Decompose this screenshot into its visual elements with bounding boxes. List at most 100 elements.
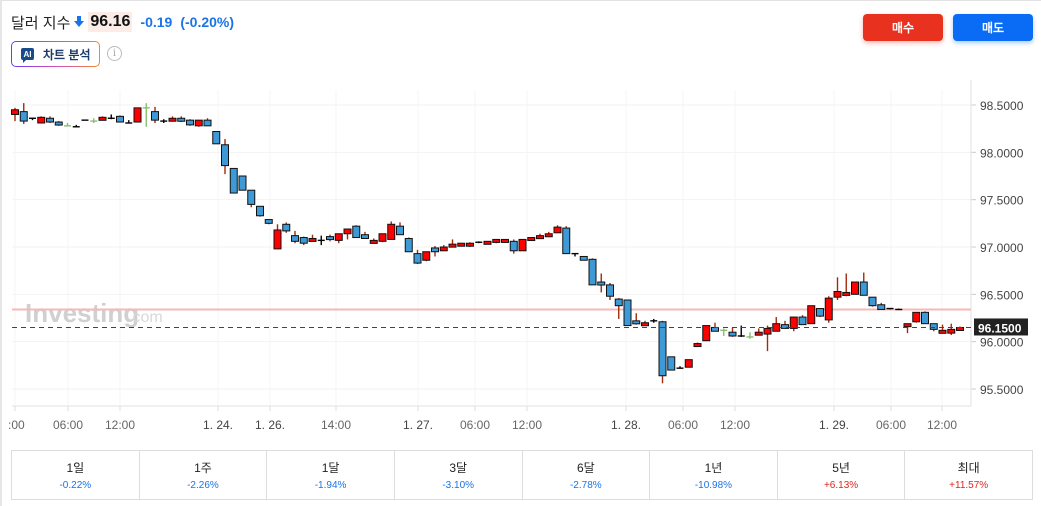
performance-period-3[interactable]: 3달 -3.10% (395, 451, 523, 499)
ai-chat-icon: AI (21, 48, 34, 63)
candle (912, 311, 921, 323)
x-axis-tick: 12:00 (105, 418, 135, 432)
candle (387, 221, 396, 240)
candle (378, 233, 387, 243)
candle (544, 231, 553, 238)
x-axis-tick: 12:00 (927, 418, 957, 432)
performance-period-6[interactable]: 5년 +6.13% (778, 451, 906, 499)
candle (54, 121, 63, 126)
candle (11, 107, 19, 122)
watermark-suffix: .com (128, 309, 163, 326)
candle (842, 273, 851, 297)
candle (562, 226, 571, 255)
info-icon[interactable]: i (107, 46, 122, 61)
candle (754, 328, 763, 336)
instrument-title: 달러 지수 (11, 14, 71, 32)
candle (177, 116, 186, 123)
performance-period-7[interactable]: 최대 +11.57% (905, 451, 1032, 499)
y-axis-tick: 97.0000 (980, 241, 1024, 255)
x-axis-tick: :00 (8, 418, 25, 432)
candle (238, 175, 247, 191)
candle (720, 328, 728, 336)
performance-period-0[interactable]: 1일 -0.22% (12, 451, 140, 499)
candle (921, 311, 929, 325)
performance-period-1[interactable]: 1주 -2.26% (140, 451, 268, 499)
candle (247, 189, 256, 208)
candle (702, 325, 711, 342)
candle (816, 308, 824, 318)
candle (641, 320, 649, 327)
buy-button[interactable]: 매수 (863, 14, 943, 41)
candle (457, 242, 466, 247)
x-axis-tick: 06:00 (53, 418, 83, 432)
candle (824, 296, 833, 323)
y-axis-tick: 96.5000 (980, 288, 1024, 302)
x-axis-tick: 1. 26. (255, 418, 285, 432)
y-axis-tick: 95.5000 (980, 383, 1024, 397)
ai-chart-analysis-button[interactable]: AI 차트 분석 (11, 41, 100, 67)
y-axis-tick: 97.5000 (980, 194, 1024, 208)
period-change: -2.26% (187, 480, 219, 491)
candle (98, 116, 107, 121)
y-axis-tick: 98.0000 (980, 146, 1024, 160)
period-change: -1.94% (314, 480, 347, 491)
performance-period-5[interactable]: 1년 -10.98% (650, 451, 778, 499)
candle (553, 225, 562, 234)
sell-button[interactable]: 매도 (953, 14, 1033, 41)
candle (431, 246, 439, 257)
chart-canvas[interactable]: 98.5000 98.0000 97.5000 97.0000 96.5000 96.00… (0, 80, 1041, 440)
performance-period-4[interactable]: 6달 -2.78% (523, 451, 651, 499)
candle (623, 299, 632, 327)
period-change: +11.57% (949, 480, 989, 491)
x-axis-tick: 06:00 (876, 418, 906, 432)
candle (895, 308, 903, 311)
candle (72, 124, 80, 128)
candle (475, 241, 483, 244)
candlestick-chart[interactable]: 98.5000 98.0000 97.5000 97.0000 96.5000 96.00… (0, 80, 1041, 440)
candle (439, 245, 448, 252)
candle (588, 258, 597, 286)
candle (273, 224, 282, 250)
candle (19, 103, 28, 124)
candle (509, 239, 518, 254)
candle (693, 342, 702, 348)
candle (483, 240, 492, 245)
candle (527, 237, 536, 242)
x-axis-tick: 12:00 (512, 418, 542, 432)
candle (37, 116, 46, 124)
candle (676, 366, 684, 369)
period-change: -2.78% (569, 480, 602, 491)
candle (396, 222, 404, 236)
candle (763, 325, 772, 352)
x-axis-tick: 1. 24. (203, 418, 233, 432)
period-label: 최대 (957, 461, 980, 475)
candle (256, 205, 264, 217)
ai-chart-analysis-label: 차트 분석 (43, 47, 91, 62)
candle (168, 116, 177, 122)
candle (64, 122, 71, 127)
candle (772, 317, 781, 332)
candle (658, 320, 667, 384)
period-label: 3달 (449, 461, 468, 475)
instrument-header: 달러 지수 96.16 -0.19 (-0.20%) (11, 11, 234, 33)
candle (728, 327, 737, 337)
candle (851, 281, 859, 295)
period-label: 1년 (704, 461, 723, 475)
candle (133, 107, 142, 123)
period-label: 1달 (321, 461, 340, 475)
x-axis-tick: 1. 29. (819, 418, 849, 432)
candle (536, 233, 544, 240)
performance-period-2[interactable]: 1달 -1.94% (267, 451, 395, 499)
period-label: 1일 (66, 461, 85, 475)
candle (798, 315, 807, 326)
watermark: Investing (25, 298, 139, 328)
candle (116, 115, 124, 123)
candle (492, 238, 501, 244)
last-price-tag-label: 96.1500 (978, 321, 1022, 335)
candle (938, 324, 947, 334)
period-change: +6.13% (823, 480, 859, 491)
price-change: -0.19 (140, 14, 173, 30)
candle (448, 239, 457, 248)
left-divider (0, 0, 2, 506)
candle (518, 238, 527, 252)
